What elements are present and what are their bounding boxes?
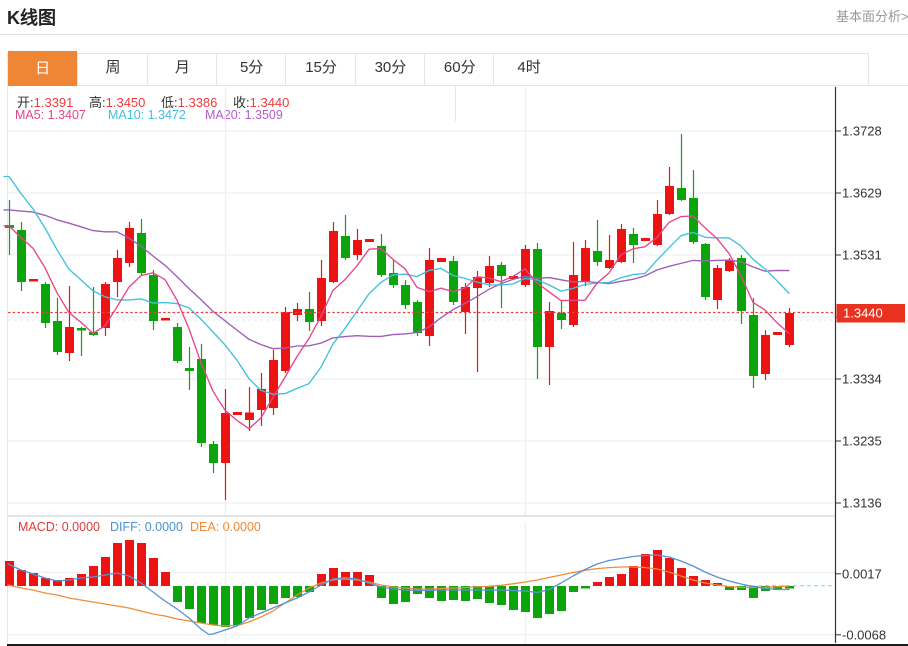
svg-text:1.3531: 1.3531 [842,248,882,263]
svg-text:1.3136: 1.3136 [842,496,882,511]
svg-text:1.3334: 1.3334 [842,372,882,387]
svg-text:0.0017: 0.0017 [842,566,882,581]
svg-text:-0.0068: -0.0068 [842,627,886,642]
svg-text:1.3440: 1.3440 [843,306,883,321]
svg-text:1.3235: 1.3235 [842,434,882,449]
svg-text:1.3629: 1.3629 [842,186,882,201]
svg-text:1.3728: 1.3728 [842,124,882,139]
